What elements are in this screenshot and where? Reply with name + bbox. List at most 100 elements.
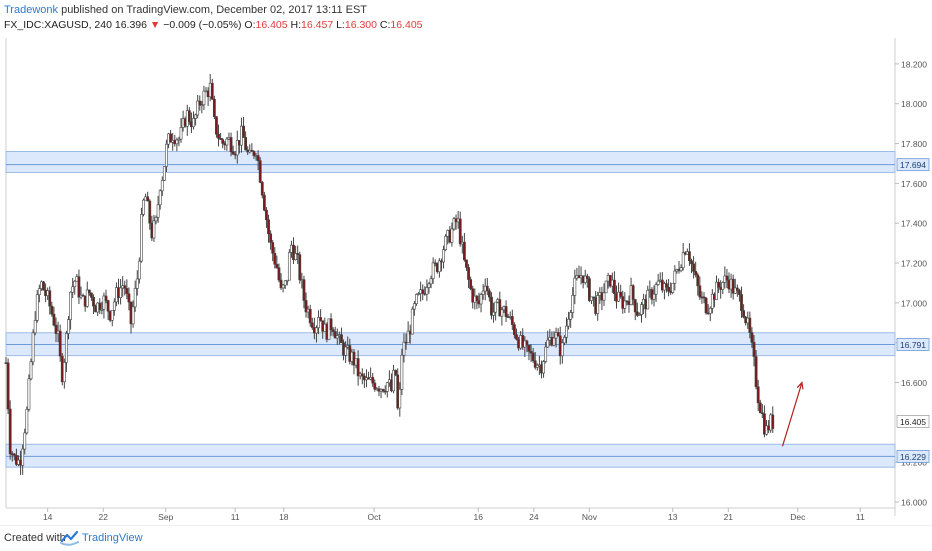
price-axis-label: 17.000 [901,298,927,308]
candle-body [71,286,75,293]
last-price-label: 16.405 [900,417,926,427]
candle-body [169,133,173,143]
candle-body [125,288,129,295]
candle-body [344,346,348,356]
candle-body [6,362,10,410]
candle-body [588,278,591,301]
candle-body [381,389,385,392]
candle-body [65,333,68,363]
candle-body [613,279,616,294]
up-arrow-annotation [781,382,803,447]
candle-body [106,300,110,312]
candle-body [48,290,52,307]
candle-body [200,104,204,107]
candle-body [512,324,516,336]
author-link[interactable]: Tradewonk [4,4,59,16]
candle-body [392,369,395,392]
price-axis-label: 17.400 [901,219,927,229]
candle-body [231,151,235,155]
candle-body [146,196,150,202]
candle-body [33,320,37,334]
candle-body [731,278,735,294]
candle-body [319,317,323,321]
support-resistance-zone [5,151,896,173]
candle-body [217,133,220,139]
price-axis-label: 17.200 [901,259,927,269]
publish-info: Tradewonk published on TradingView.com, … [4,4,367,16]
candle-body [412,303,416,310]
candle-body [308,308,312,324]
candle-body [429,278,433,285]
candle-body [194,114,198,119]
price-chart[interactable]: 18.200 18.000 17.800 17.600 17.400 17.200 17.0… [0,0,932,525]
candle-body [242,125,245,138]
candle-body [160,180,164,192]
candle-body [471,288,475,303]
candle-body [69,291,72,320]
candle-body [569,312,573,320]
candle-body [140,214,143,262]
price-axis-label: 17.600 [901,179,927,189]
open-label: O: [244,19,256,31]
candle-body [750,332,754,343]
candle-body [162,166,166,181]
candle-body [771,414,775,429]
candle-body [210,82,214,100]
candle-body [123,285,127,289]
candle-body [560,342,564,357]
time-axis-label: 22 [99,512,109,522]
candle-body [152,220,156,239]
candle-body [421,289,425,294]
candle-body [673,270,677,284]
candle-body [260,182,264,196]
candle-body [192,118,195,128]
candle-body [317,317,320,329]
candle-body [688,251,691,261]
candle-body [271,242,275,254]
candle-body [590,296,593,301]
candle-body [50,305,54,315]
candle-body [742,310,745,318]
candle-body [331,329,335,332]
candle-body [698,285,702,298]
candle-body [135,278,139,289]
time-axis-label: Dec [790,512,806,522]
zone-price-tag [896,158,930,172]
candle-body [690,260,693,265]
candle-body [646,289,650,310]
candle-body [704,297,708,314]
candle-body [479,294,483,305]
candle-body [492,311,495,316]
zone-price-tag [896,338,930,351]
candle-body [638,314,641,316]
time-axis-label: 24 [529,512,539,522]
candle-body [285,279,289,282]
tradingview-brand-link[interactable]: TradingView [82,532,143,544]
candle-body [275,263,279,269]
tradingview-logo-icon[interactable] [60,529,80,547]
candle-body [112,301,116,311]
candle-body [400,354,404,390]
candle-body [315,327,318,334]
candle-body [415,294,418,305]
candle-body [269,233,273,243]
candle-body [371,377,375,384]
high-label: H: [290,19,302,31]
candle-body [267,219,270,235]
candle-body [37,288,41,296]
time-axis-label: 18 [279,512,289,522]
candle-body [535,365,539,368]
price-change: −0.009 (−0.05%) [163,19,242,31]
candle-body [763,413,766,435]
candle-body [462,241,466,261]
candle-body [573,277,577,296]
candle-body [335,335,339,339]
candle-body [25,409,29,434]
candlestick-series [4,74,775,475]
candle-body [310,322,314,328]
time-axis-label: 14 [43,512,53,522]
candle-body [67,319,70,334]
candle-body [373,382,377,390]
candle-body [131,306,135,325]
candle-body [281,284,285,289]
